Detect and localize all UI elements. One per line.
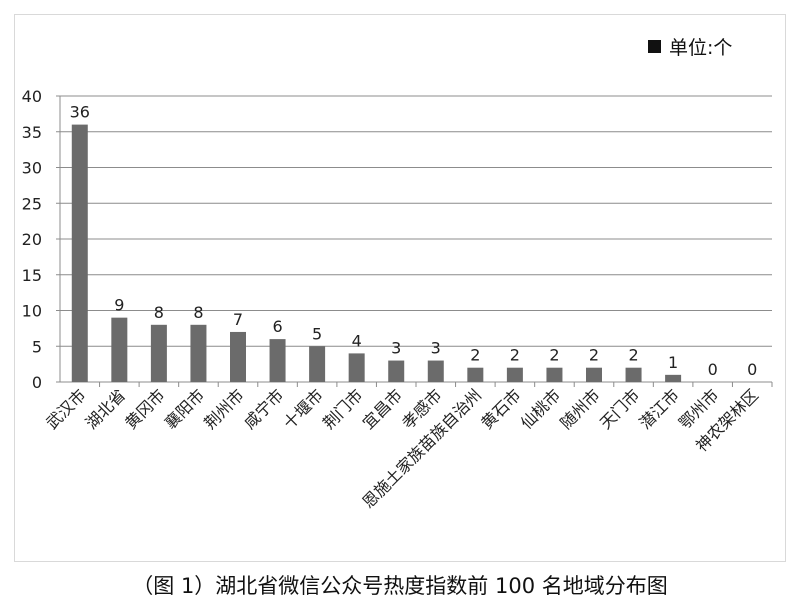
data-label: 3 <box>391 339 401 358</box>
data-label: 2 <box>628 346 638 365</box>
bar <box>150 324 167 382</box>
data-label: 1 <box>668 353 678 372</box>
x-axis-labels: 武汉市湖北省黄冈市襄阳市荆州市咸宁市十堰市荆门市宜昌市孝感市恩施土家族苗族自治州… <box>42 382 773 512</box>
y-tick-label: 0 <box>32 373 42 392</box>
x-tick-label: 武汉市 <box>42 385 89 432</box>
chart-frame <box>14 14 786 562</box>
x-tick-label: 湖北省 <box>82 385 129 432</box>
data-label: 6 <box>272 317 282 336</box>
y-tick-label: 40 <box>22 87 42 106</box>
data-label: 2 <box>470 346 480 365</box>
y-tick-label: 20 <box>22 230 42 249</box>
bars <box>71 124 682 382</box>
bar <box>506 367 523 382</box>
data-labels: 36 9 8 8 7 6 5 4 3 3 2 2 2 2 2 1 0 0 <box>70 103 758 379</box>
data-label: 5 <box>312 324 322 343</box>
data-label: 3 <box>431 339 441 358</box>
y-tick-label: 25 <box>22 194 42 213</box>
x-tick-label: 荆门市 <box>319 385 366 432</box>
legend-label: 单位:个 <box>669 36 733 59</box>
data-label: 8 <box>193 303 203 322</box>
data-label: 0 <box>708 360 718 379</box>
bar <box>309 346 326 382</box>
x-tick-label: 宜昌市 <box>359 385 406 432</box>
data-label: 9 <box>114 296 124 315</box>
x-tick-label: 荆州市 <box>200 385 247 432</box>
x-tick-label: 咸宁市 <box>240 385 287 432</box>
data-label: 2 <box>549 346 559 365</box>
x-tick-label: 随州市 <box>556 385 603 432</box>
bar <box>546 367 563 382</box>
bar <box>111 317 128 382</box>
x-tick-label: 黄石市 <box>477 385 524 432</box>
data-label: 2 <box>510 346 520 365</box>
bar <box>665 374 682 382</box>
x-tick-label: 襄阳市 <box>161 385 208 432</box>
data-label: 0 <box>747 360 757 379</box>
bar <box>269 339 286 382</box>
x-tick-label: 潜江市 <box>636 385 683 432</box>
bar <box>427 360 444 382</box>
data-label: 8 <box>154 303 164 322</box>
bar <box>625 367 642 382</box>
data-label: 7 <box>233 310 243 329</box>
y-tick-label: 5 <box>32 337 42 356</box>
x-tick-label: 仙桃市 <box>517 385 564 432</box>
bar <box>71 124 88 382</box>
data-label: 4 <box>352 331 362 350</box>
bar <box>230 331 246 382</box>
bar <box>467 367 484 382</box>
bar <box>586 367 602 382</box>
y-tick-label: 30 <box>22 159 42 178</box>
bar <box>190 324 207 382</box>
x-tick-label: 黄冈市 <box>121 385 168 432</box>
x-tick-label: 天门市 <box>596 385 643 432</box>
data-label: 2 <box>589 346 599 365</box>
bar <box>388 360 405 382</box>
legend-swatch <box>648 39 661 53</box>
figure-caption: （图 1）湖北省微信公众号热度指数前 100 名地域分布图 <box>132 574 668 598</box>
data-label: 36 <box>70 103 90 122</box>
legend: 单位:个 <box>648 34 733 59</box>
y-tick-label: 10 <box>22 302 42 321</box>
y-tick-label: 35 <box>22 123 42 142</box>
y-tick-label: 15 <box>22 266 42 285</box>
x-tick-label: 十堰市 <box>280 385 327 432</box>
bar <box>348 353 365 382</box>
y-axis: 0 5 10 15 20 25 30 35 40 <box>22 87 61 392</box>
